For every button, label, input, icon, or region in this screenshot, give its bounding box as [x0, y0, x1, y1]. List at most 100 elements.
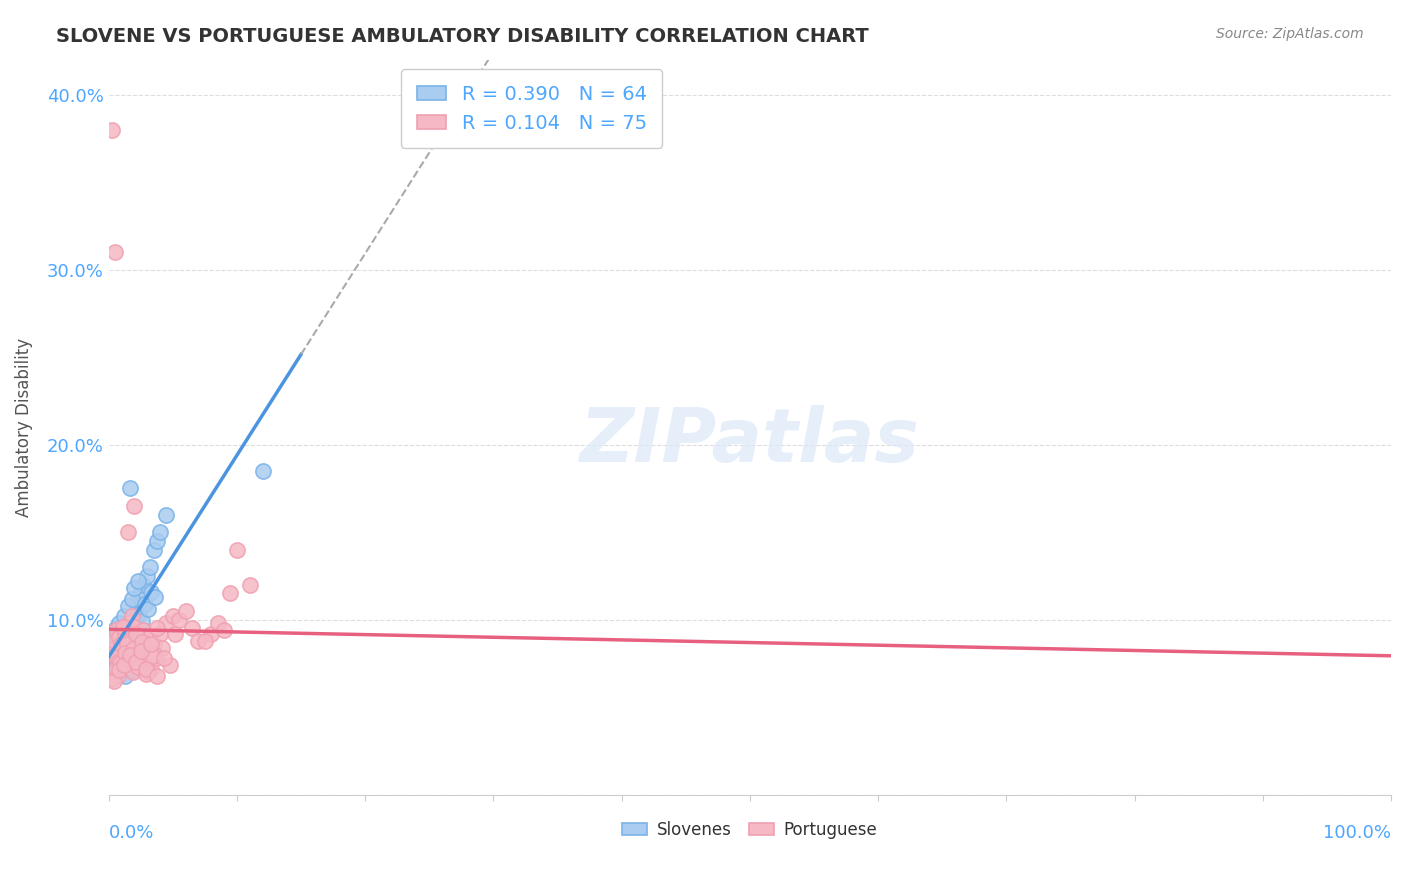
Point	[138, 630, 160, 644]
Point	[111, 646, 134, 660]
Point	[108, 658, 131, 673]
Point	[104, 648, 127, 662]
Point	[149, 525, 172, 540]
Text: SLOVENE VS PORTUGUESE AMBULATORY DISABILITY CORRELATION CHART: SLOVENE VS PORTUGUESE AMBULATORY DISABIL…	[56, 27, 869, 45]
Point	[159, 658, 181, 673]
Point	[200, 626, 222, 640]
Point	[121, 609, 143, 624]
Point	[114, 646, 136, 660]
Point	[117, 640, 139, 655]
Point	[138, 602, 160, 616]
Point	[120, 628, 142, 642]
Point	[110, 623, 132, 637]
Point	[139, 662, 162, 676]
Point	[101, 644, 124, 658]
Point	[100, 639, 122, 653]
Point	[117, 640, 139, 655]
Point	[122, 613, 145, 627]
Point	[136, 569, 159, 583]
Point	[131, 615, 153, 629]
Point	[167, 613, 190, 627]
Point	[122, 499, 145, 513]
Point	[165, 626, 187, 640]
Point	[115, 637, 138, 651]
Point	[108, 657, 131, 671]
Point	[121, 591, 143, 606]
Point	[125, 624, 148, 639]
Point	[104, 651, 127, 665]
Point	[118, 639, 141, 653]
Point	[107, 635, 129, 649]
Point	[111, 620, 134, 634]
Point	[101, 122, 124, 136]
Point	[252, 464, 274, 478]
Point	[118, 653, 141, 667]
Point	[114, 668, 136, 682]
Point	[155, 616, 177, 631]
Point	[101, 630, 124, 644]
Point	[122, 665, 145, 680]
Point	[101, 672, 124, 686]
Point	[143, 648, 166, 662]
Point	[122, 632, 145, 646]
Point	[142, 637, 165, 651]
Point	[139, 637, 162, 651]
Point	[105, 622, 128, 636]
Point	[103, 673, 125, 688]
Point	[139, 584, 162, 599]
Point	[162, 609, 184, 624]
Point	[107, 668, 129, 682]
Point	[108, 662, 131, 676]
Point	[114, 626, 136, 640]
Point	[146, 622, 169, 636]
Point	[120, 648, 142, 662]
Point	[129, 648, 152, 662]
Point	[146, 533, 169, 548]
Point	[100, 644, 122, 658]
Point	[124, 626, 146, 640]
Point	[121, 630, 143, 644]
Y-axis label: Ambulatory Disability: Ambulatory Disability	[15, 337, 32, 516]
Point	[108, 616, 131, 631]
Point	[111, 637, 134, 651]
Legend: Slovenes, Portuguese: Slovenes, Portuguese	[616, 814, 884, 846]
Point	[135, 662, 157, 676]
Text: 0.0%: 0.0%	[108, 824, 155, 842]
Point	[135, 667, 157, 681]
Point	[112, 624, 135, 639]
Point	[128, 607, 150, 622]
Point	[125, 644, 148, 658]
Point	[124, 618, 146, 632]
Point	[152, 640, 174, 655]
Point	[112, 651, 135, 665]
Point	[103, 657, 125, 671]
Point	[138, 665, 160, 680]
Text: ZIPatlas: ZIPatlas	[579, 405, 920, 478]
Point	[104, 644, 127, 658]
Point	[181, 622, 204, 636]
Point	[100, 665, 122, 680]
Point	[122, 664, 145, 678]
Point	[141, 649, 163, 664]
Point	[134, 640, 156, 655]
Point	[127, 633, 149, 648]
Point	[110, 637, 132, 651]
Point	[145, 651, 167, 665]
Point	[207, 616, 229, 631]
Point	[117, 599, 139, 613]
Point	[108, 653, 131, 667]
Point	[105, 655, 128, 669]
Point	[129, 586, 152, 600]
Point	[118, 633, 141, 648]
Point	[129, 644, 152, 658]
Point	[104, 626, 127, 640]
Point	[194, 633, 217, 648]
Text: 100.0%: 100.0%	[1323, 824, 1391, 842]
Point	[103, 633, 125, 648]
Point	[131, 635, 153, 649]
Point	[219, 586, 242, 600]
Point	[124, 655, 146, 669]
Point	[101, 662, 124, 676]
Point	[107, 655, 129, 669]
Point	[110, 648, 132, 662]
